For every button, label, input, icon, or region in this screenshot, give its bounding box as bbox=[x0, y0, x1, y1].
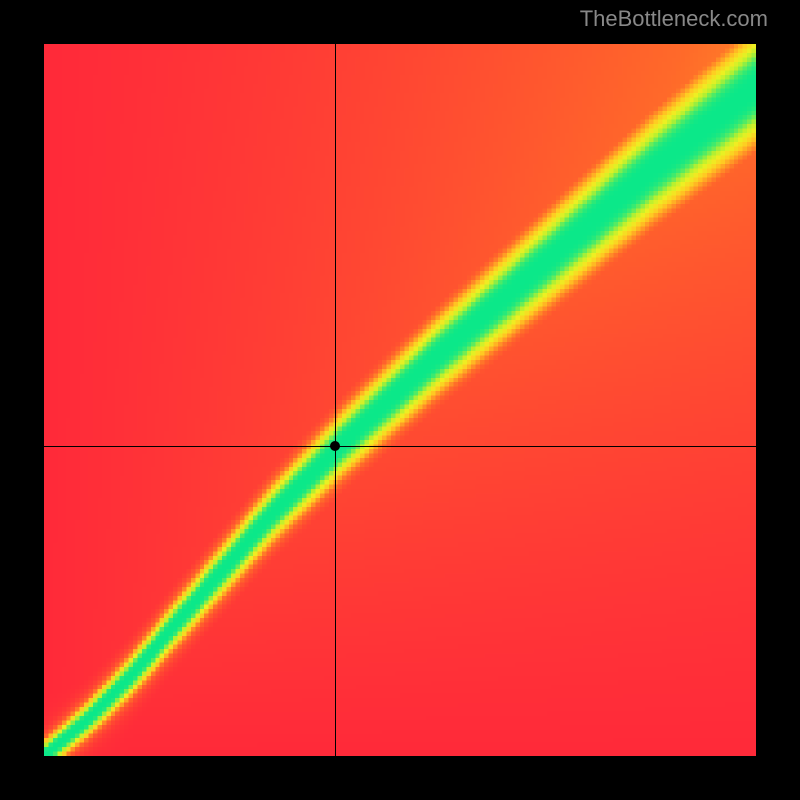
heatmap-canvas bbox=[44, 44, 756, 756]
crosshair-vertical bbox=[335, 44, 336, 756]
crosshair-point bbox=[330, 441, 340, 451]
watermark-label: TheBottleneck.com bbox=[580, 6, 768, 32]
crosshair-horizontal bbox=[44, 446, 756, 447]
